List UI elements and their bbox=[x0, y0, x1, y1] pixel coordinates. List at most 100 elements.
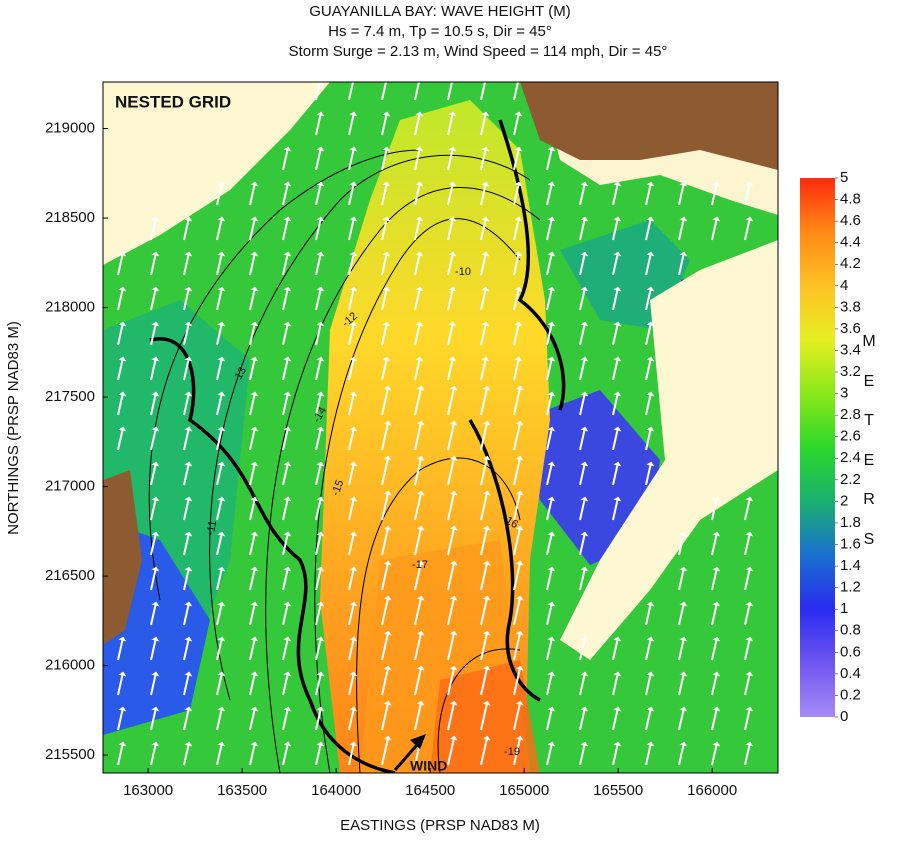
wave-arrow-head bbox=[515, 560, 524, 566]
contour-label: -19 bbox=[504, 746, 520, 758]
wave-arrow bbox=[117, 675, 124, 696]
wave-arrow-head bbox=[349, 461, 358, 467]
colorbar-tick-label: 1.4 bbox=[840, 557, 861, 574]
wave-arrow bbox=[282, 535, 289, 556]
wave-arrow bbox=[678, 675, 685, 696]
wave-arrow-head bbox=[646, 706, 655, 712]
wave-arrow-head bbox=[250, 671, 259, 677]
wave-arrow-head bbox=[217, 426, 226, 432]
wave-arrow bbox=[678, 605, 685, 626]
wave-arrow bbox=[315, 360, 322, 381]
wave-arrow-head bbox=[448, 356, 457, 362]
wave-arrow bbox=[117, 325, 124, 346]
contour-line bbox=[437, 648, 521, 773]
wave-arrow bbox=[381, 115, 388, 136]
wave-arrow-head bbox=[316, 566, 325, 572]
wave-arrow bbox=[414, 599, 422, 626]
wave-arrow bbox=[249, 745, 256, 766]
wave-arrow bbox=[183, 220, 190, 241]
wave-arrow bbox=[381, 150, 388, 171]
wave-arrow bbox=[216, 290, 223, 311]
land bbox=[560, 240, 778, 660]
wave-arrow-head bbox=[151, 216, 160, 222]
wave-arrow-head bbox=[415, 181, 424, 187]
wave-arrow-head bbox=[415, 111, 424, 117]
wave-arrow-head bbox=[679, 181, 688, 187]
wave-arrow bbox=[381, 325, 388, 346]
wave-arrow bbox=[546, 535, 553, 556]
wave-arrow-head bbox=[745, 216, 754, 222]
wave-arrow-head bbox=[250, 601, 259, 607]
wave-arrow-head bbox=[382, 216, 391, 222]
wave-arrow-head bbox=[449, 420, 458, 426]
wave-arrow-head bbox=[712, 181, 721, 187]
wave-arrow-head bbox=[151, 741, 160, 747]
wave-arrow bbox=[315, 150, 322, 171]
wind-arrow-head bbox=[410, 734, 426, 749]
wave-arrow bbox=[612, 430, 619, 451]
wave-arrow-head bbox=[349, 146, 358, 152]
wave-arrow-head bbox=[151, 671, 160, 677]
wave-arrow bbox=[546, 710, 553, 731]
wave-arrow bbox=[480, 325, 487, 346]
wave-arrow bbox=[645, 325, 652, 346]
wave-arrow-head bbox=[217, 461, 226, 467]
wave-arrow bbox=[249, 675, 256, 696]
wave-arrow bbox=[678, 710, 685, 731]
wave-arrow-head bbox=[646, 251, 655, 257]
y-axis-label: NORTHINGS (PRSP NAD83 M) bbox=[5, 321, 22, 535]
wave-arrow-head bbox=[184, 566, 193, 572]
wave-arrow-head bbox=[349, 706, 358, 712]
wave-arrow bbox=[315, 745, 322, 766]
wave-arrow bbox=[480, 704, 488, 731]
wave-arrow bbox=[315, 185, 322, 206]
wave-arrow bbox=[678, 220, 685, 241]
wave-arrow bbox=[348, 605, 355, 626]
wave-arrow-head bbox=[217, 216, 226, 222]
wave-arrow bbox=[513, 325, 520, 346]
wave-arrow-head bbox=[482, 700, 491, 706]
wave-arrow-head bbox=[745, 741, 754, 747]
wave-arrow-head bbox=[646, 426, 655, 432]
wave-arrow-head bbox=[448, 146, 457, 152]
wave-arrow bbox=[348, 325, 355, 346]
wave-arrow-head bbox=[382, 77, 390, 82]
x-tick-label: 164000 bbox=[311, 782, 361, 799]
wave-arrow-head bbox=[383, 630, 392, 636]
wave-arrow bbox=[513, 389, 521, 416]
x-axis-label: EASTINGS (PRSP NAD83 M) bbox=[340, 817, 540, 834]
wave-arrow-head bbox=[250, 286, 259, 292]
wave-arrow bbox=[513, 185, 520, 206]
wave-arrow bbox=[282, 220, 289, 241]
wave-arrow-head bbox=[482, 665, 491, 671]
coastline bbox=[149, 336, 396, 773]
wave-arrow bbox=[117, 255, 124, 276]
contour-label: -10 bbox=[455, 266, 471, 278]
wave-arrow-head bbox=[217, 566, 226, 572]
wave-arrow-head bbox=[118, 251, 127, 257]
wave-arrow bbox=[414, 150, 421, 171]
wave-arrow bbox=[414, 360, 421, 381]
colorbar-tick-label: 3.4 bbox=[840, 341, 861, 358]
wave-arrow bbox=[414, 185, 421, 206]
wave-arrow bbox=[546, 255, 553, 276]
wave-arrow bbox=[612, 290, 619, 311]
wave-arrow-head bbox=[580, 461, 589, 467]
wave-arrow-head bbox=[613, 636, 622, 642]
wave-arrow bbox=[315, 395, 322, 416]
wave-arrow-head bbox=[217, 706, 226, 712]
wave-arrow-head bbox=[580, 391, 589, 397]
coastline bbox=[149, 119, 566, 773]
wave-arrow-head bbox=[481, 181, 490, 187]
wave-arrows bbox=[117, 77, 754, 766]
wave-arrow bbox=[282, 675, 289, 696]
wave-arrow-head bbox=[184, 741, 193, 747]
wave-arrow-head bbox=[316, 356, 325, 362]
wave-arrow bbox=[348, 185, 355, 206]
wave-arrow bbox=[150, 570, 157, 591]
wave-arrow bbox=[183, 605, 190, 626]
field bbox=[520, 390, 660, 565]
wave-arrow-head bbox=[283, 741, 292, 747]
